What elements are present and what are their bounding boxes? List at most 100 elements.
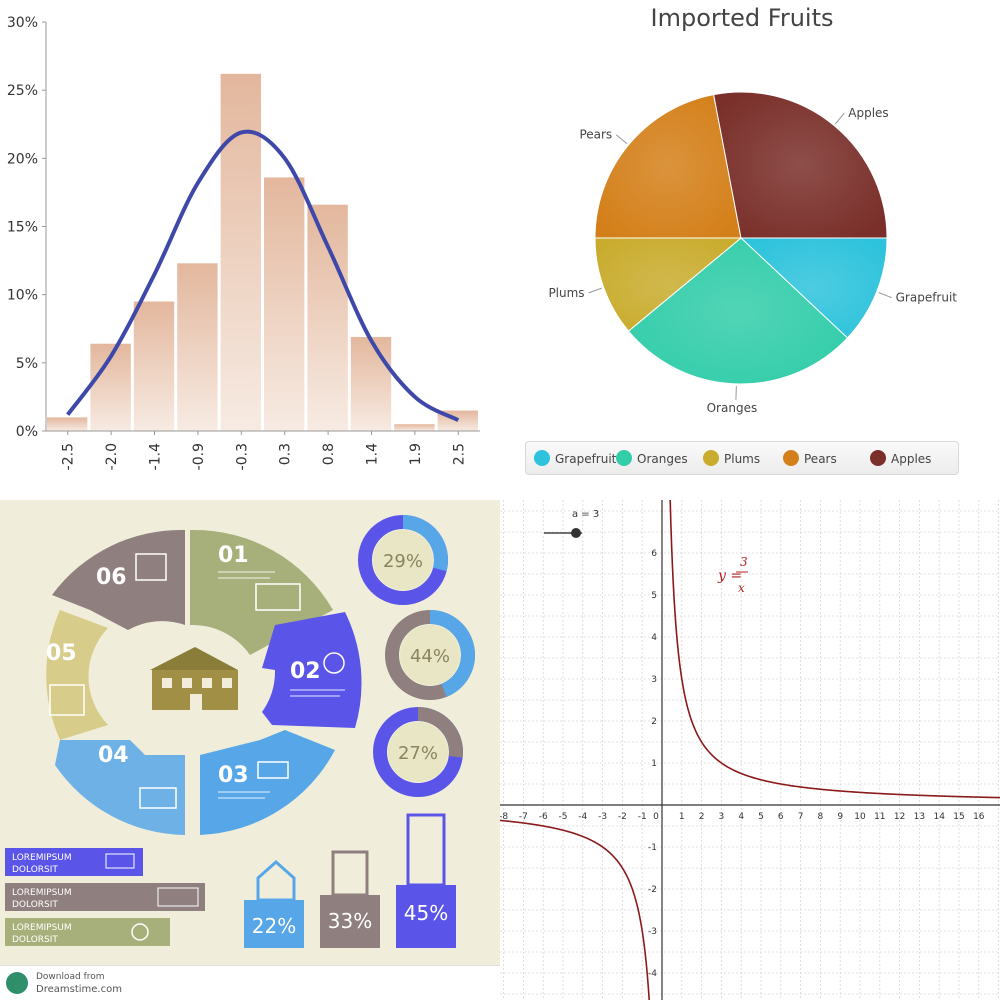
infographic-footer: Download from Dreamstime.com [0, 965, 500, 1001]
segment-number-06: 06 [96, 565, 127, 590]
segment-number-01: 01 [218, 543, 249, 568]
func-x-tick-7: -1 [638, 812, 647, 822]
func-y-tick-5: 2 [651, 717, 657, 727]
hist-y-tick-3: 15% [7, 220, 38, 236]
hist-bar-5 [264, 177, 304, 431]
func-x-tick-14: 6 [778, 812, 784, 822]
func-x-tick-12: 4 [738, 812, 744, 822]
hist-bar-0 [47, 417, 87, 431]
building-45-label: 45% [404, 901, 448, 925]
pie-label-grapefruit: Grapefruit [896, 291, 958, 305]
pie-chart: Imported Fruits GrapefruitOrangesPlumsPe… [500, 0, 1000, 500]
hist-x-tick-8: 1.9 [408, 443, 424, 465]
func-x-tick-16: 8 [818, 812, 824, 822]
legend-label-apples[interactable]: Apples [891, 452, 931, 466]
func-x-tick-4: -4 [578, 812, 587, 822]
segment-number-03: 03 [218, 763, 249, 788]
infographic: 01 02 03 04 05 [0, 500, 500, 1000]
hist-bar-3 [177, 263, 217, 431]
func-x-tick-17: 9 [837, 812, 843, 822]
func-x-tick-8: 0 [653, 812, 659, 822]
svg-text:x: x [738, 581, 745, 595]
slider-handle[interactable] [571, 528, 581, 538]
segment-number-05: 05 [46, 641, 77, 666]
hist-bar-6 [307, 205, 347, 431]
donut-3: 27% [380, 714, 456, 790]
ring-segment-05: 05 [46, 610, 108, 740]
func-x-tick-11: 3 [719, 812, 725, 822]
legend-label-pears[interactable]: Pears [804, 452, 837, 466]
legend-label-plums[interactable]: Plums [724, 452, 760, 466]
dreamstime-logo-icon [6, 972, 28, 994]
pie-label-plums: Plums [548, 286, 584, 300]
svg-text:Dreamstime.com: Dreamstime.com [36, 984, 122, 995]
banner-3: LOREMIPSUM DOLORSIT [5, 918, 170, 946]
banner-1: LOREMIPSUM DOLORSIT [5, 848, 143, 876]
func-x-tick-23: 15 [953, 812, 964, 822]
func-y-tick-0: -4 [648, 969, 657, 979]
hist-x-tick-7: 1.4 [365, 443, 381, 465]
slider-a[interactable]: a = 3 [544, 509, 599, 538]
legend-swatch-grapefruit [534, 450, 550, 466]
ring-segment-03: 03 [200, 730, 335, 835]
donut-1: 29% [365, 522, 441, 598]
func-x-tick-22: 14 [933, 812, 945, 822]
legend-swatch-plums [703, 450, 719, 466]
legend-swatch-oranges [616, 450, 632, 466]
func-x-tick-3: -5 [559, 812, 568, 822]
func-x-tick-5: -3 [598, 812, 607, 822]
pie-legend: Grapefruit Oranges Plums Pears Apples [525, 441, 959, 475]
hist-x-tick-6: 0.8 [321, 443, 337, 465]
func-x-tick-20: 12 [894, 812, 905, 822]
segment-number-04: 04 [98, 743, 129, 768]
svg-text:LOREMIPSUM: LOREMIPSUM [12, 923, 72, 933]
svg-text:DOLORSIT: DOLORSIT [12, 865, 58, 875]
func-y-tick-7: 4 [651, 633, 657, 643]
legend-label-oranges[interactable]: Oranges [637, 452, 688, 466]
svg-text:3: 3 [740, 555, 748, 569]
hist-x-tick-0: -2.5 [61, 443, 77, 470]
svg-text:DOLORSIT: DOLORSIT [12, 935, 58, 945]
func-y-tick-1: -3 [648, 927, 657, 937]
hist-y-tick-6: 30% [7, 15, 38, 31]
infographic-panel: 01 02 03 04 05 [0, 500, 500, 1000]
svg-text:LOREMIPSUM: LOREMIPSUM [12, 888, 72, 898]
func-x-tick-18: 10 [854, 812, 866, 822]
hist-bar-2 [134, 301, 174, 431]
func-y-tick-6: 3 [651, 675, 657, 685]
pie-label-oranges: Oranges [707, 401, 758, 415]
curve-branch-positive [670, 500, 1000, 798]
func-x-tick-15: 7 [798, 812, 804, 822]
building-22-label: 22% [252, 914, 296, 938]
hist-x-tick-2: -1.4 [148, 443, 164, 470]
donut-label-2: 44% [410, 646, 450, 667]
legend-label-grapefruit[interactable]: Grapefruit [555, 452, 617, 466]
building-33: 33% [320, 852, 380, 948]
hist-y-tick-5: 25% [7, 83, 38, 99]
func-y-tick-2: -2 [648, 885, 657, 895]
func-x-tick-1: -7 [519, 812, 528, 822]
legend-swatch-pears [783, 450, 799, 466]
banner-2: LOREMIPSUM DOLORSIT [5, 883, 205, 911]
hist-bar-8 [394, 424, 434, 431]
pie-label-apples: Apples [848, 106, 888, 120]
ring-segment-04: 04 [55, 740, 185, 835]
func-x-tick-13: 5 [758, 812, 764, 822]
legend-swatch-apples [870, 450, 886, 466]
slider-label: a = 3 [572, 509, 599, 520]
func-x-tick-21: 13 [914, 812, 925, 822]
pie-label-pears: Pears [579, 128, 612, 142]
hist-y-tick-2: 10% [7, 288, 38, 304]
hist-x-tick-1: -2.0 [104, 443, 120, 470]
hist-x-tick-5: 0.3 [278, 443, 294, 465]
func-x-tick-19: 11 [874, 812, 885, 822]
house-icon [150, 647, 238, 710]
svg-text:Download from: Download from [36, 972, 105, 982]
hist-y-tick-0: 0% [16, 424, 38, 440]
func-y-tick-9: 6 [651, 549, 657, 559]
curve-branch-negative [500, 820, 659, 1000]
